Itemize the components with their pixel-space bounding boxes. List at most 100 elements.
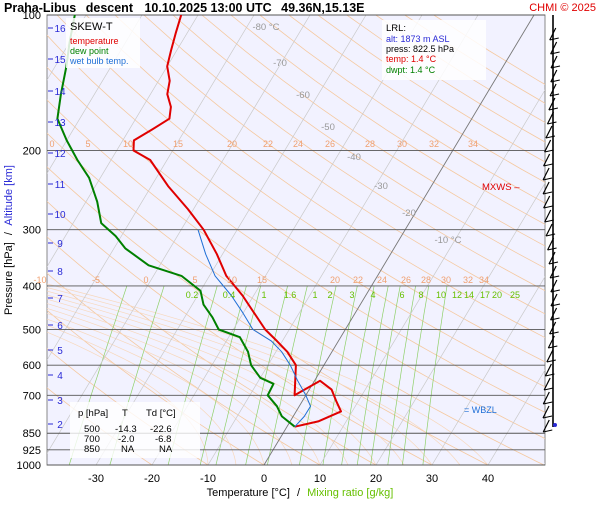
mixing-ratio-label: 3 bbox=[349, 290, 354, 300]
wind-barb-flag bbox=[550, 317, 560, 321]
wind-barb bbox=[550, 293, 558, 307]
summary-table-box bbox=[70, 402, 200, 458]
wind-barb bbox=[542, 391, 550, 405]
x-tick-label: 20 bbox=[370, 473, 382, 485]
dry-adiabat bbox=[143, 15, 545, 292]
mixing-ratio-label: 12 bbox=[452, 290, 462, 300]
theta-label: 32 bbox=[429, 139, 439, 149]
theta-label: 26 bbox=[325, 139, 335, 149]
wind-barb-flag bbox=[550, 303, 561, 307]
wind-barb-flag bbox=[543, 205, 553, 209]
theta-label: 28 bbox=[421, 275, 431, 285]
y-tick-label: 200 bbox=[23, 145, 41, 157]
wind-barb bbox=[549, 83, 557, 97]
alt-tick-label: 3 bbox=[57, 396, 63, 407]
table-cell: 850 bbox=[84, 444, 100, 455]
y-tick-label: 925 bbox=[23, 445, 41, 457]
wind-barb bbox=[547, 237, 555, 251]
y-tick-label: 850 bbox=[23, 428, 41, 440]
y-tick-label: 100 bbox=[23, 10, 41, 22]
wind-barb-flag bbox=[550, 65, 561, 69]
profile-series bbox=[56, 15, 342, 428]
theta-label: 28 bbox=[365, 139, 375, 149]
alt-tick-label: 6 bbox=[57, 321, 63, 332]
y-tick-label: 400 bbox=[23, 281, 41, 293]
wind-barb-flag bbox=[549, 37, 559, 41]
y-tick-label: 1000 bbox=[17, 460, 41, 472]
wind-barb bbox=[544, 209, 552, 223]
wind-barb bbox=[550, 279, 558, 293]
wind-barb bbox=[549, 265, 557, 279]
isotherm bbox=[487, 369, 545, 465]
theta-label: 15 bbox=[257, 275, 267, 285]
alt-tick-label: 8 bbox=[57, 267, 63, 278]
sounding-mode: descent bbox=[86, 1, 134, 15]
wind-barb bbox=[545, 125, 553, 139]
theta-label: 22 bbox=[263, 139, 273, 149]
dry-adiabat bbox=[114, 15, 545, 315]
dry-adiabat bbox=[172, 15, 545, 269]
wbzl-marker: = WBZL bbox=[464, 405, 497, 415]
alt-tick-label: 7 bbox=[57, 294, 63, 305]
wind-barb-flag bbox=[543, 401, 553, 405]
wind-barb-flag bbox=[548, 261, 559, 265]
x-tick-label: 40 bbox=[482, 473, 494, 485]
x-tick-label: 0 bbox=[261, 473, 267, 485]
theta-label: 30 bbox=[397, 139, 407, 149]
alt-tick-label: 14 bbox=[54, 87, 66, 98]
lrl-alt: alt: 1873 m ASL bbox=[386, 34, 450, 44]
theta-label: 5 bbox=[85, 139, 90, 149]
wind-barb bbox=[542, 167, 550, 181]
wind-barb-flag bbox=[547, 247, 557, 251]
isobar-lines bbox=[47, 14, 545, 466]
isotherm bbox=[47, 15, 311, 455]
wind-barb-flag bbox=[548, 345, 558, 349]
wind-barb bbox=[545, 223, 553, 237]
table-cell: -14.3 bbox=[115, 424, 137, 435]
isotherm-label: -40 bbox=[347, 152, 361, 163]
table-cell: 500 bbox=[84, 424, 100, 435]
alt-tick-label: 13 bbox=[54, 118, 66, 129]
svg-text:Praha-Libus descent: Praha-Libus descent 10.10.2025 13:00 UTC… bbox=[4, 1, 365, 15]
theta-label: 0 bbox=[143, 275, 148, 285]
x-tick-label: -10 bbox=[200, 473, 216, 485]
theta-label: 30 bbox=[441, 275, 451, 285]
alt-tick-label: 15 bbox=[54, 55, 66, 66]
wind-barb bbox=[550, 69, 558, 83]
wind-barb-flag bbox=[542, 191, 553, 195]
wind-barb-flag bbox=[542, 415, 553, 419]
alt-tick-label: 16 bbox=[54, 24, 66, 35]
dry-adiabat bbox=[47, 66, 545, 413]
dry-adiabat bbox=[47, 34, 545, 388]
wind-barb bbox=[542, 419, 550, 433]
sounding-datetime: 10.10.2025 13:00 UTC bbox=[144, 1, 271, 15]
table-cell: NA bbox=[121, 444, 135, 455]
wind-barb-flag bbox=[550, 79, 560, 83]
wind-barb-flag bbox=[544, 387, 554, 391]
x-tick-label: 30 bbox=[426, 473, 438, 485]
alt-tick-label: 4 bbox=[57, 371, 63, 382]
legend-wet-bulb: wet bulb temp. bbox=[69, 56, 129, 66]
theta-label: 22 bbox=[353, 275, 363, 285]
x-tick-label: -20 bbox=[144, 473, 160, 485]
table-cell: -6.8 bbox=[155, 434, 171, 445]
y-axis-title: Pressure [hPa] / Altitude [km] bbox=[3, 165, 15, 315]
lrl-press: press: 822.5 hPa bbox=[386, 44, 454, 54]
dry-adiabat bbox=[259, 15, 545, 204]
wind-barb-flag bbox=[547, 121, 557, 125]
mixing-ratio-label: 2 bbox=[327, 290, 332, 300]
y-tick-label: 600 bbox=[23, 360, 41, 372]
isotherm bbox=[319, 89, 545, 465]
isotherm-label: -60 bbox=[296, 90, 310, 101]
wind-barb bbox=[543, 153, 551, 167]
isotherm bbox=[431, 275, 545, 465]
alt-tick-label: 9 bbox=[57, 239, 63, 250]
wind-barb bbox=[550, 307, 558, 321]
wind-barb-flag bbox=[546, 359, 556, 363]
dry-adiabat bbox=[85, 15, 545, 339]
wind-barb bbox=[544, 363, 552, 377]
alt-tick-label: 12 bbox=[54, 149, 66, 160]
wind-barb-flag bbox=[548, 107, 559, 111]
mixing-ratio-label: 17 bbox=[480, 290, 490, 300]
